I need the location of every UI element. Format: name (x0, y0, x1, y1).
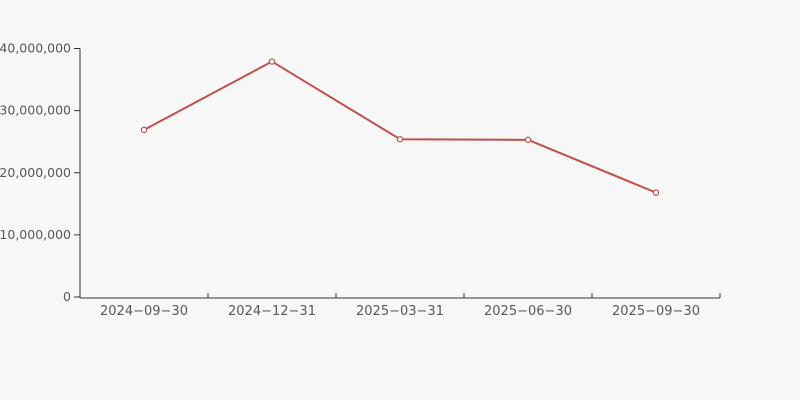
y-axis-tick-label: 30,000,000 (0, 103, 71, 118)
series-line (143, 60, 657, 194)
data-point-marker (524, 136, 532, 144)
data-point-marker (396, 136, 404, 143)
x-axis-category-label: 2025−03−31 (356, 304, 444, 319)
data-point-marker (140, 126, 148, 134)
x-axis-category-label: 2024−09−30 (100, 304, 188, 319)
y-axis-tick-label: 10,000,000 (0, 227, 71, 242)
data-point-marker (268, 58, 276, 65)
y-axis-tick-label: 20,000,000 (0, 165, 71, 180)
data-point-marker (652, 189, 660, 196)
x-axis-category-label: 2024−12−31 (228, 304, 316, 319)
y-axis-tick-label: 0 (63, 289, 71, 304)
y-axis-tick-label: 40,000,000 (0, 41, 71, 56)
x-axis-category-label: 2025−06−30 (484, 304, 572, 319)
x-axis-category-label: 2025−09−30 (612, 304, 700, 319)
